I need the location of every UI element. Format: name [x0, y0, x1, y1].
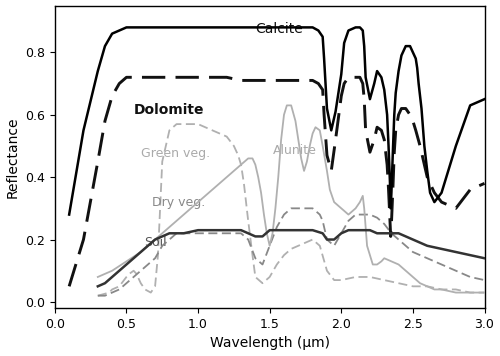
Y-axis label: Reflectance: Reflectance: [6, 116, 20, 198]
Text: Dolomite: Dolomite: [134, 103, 204, 117]
Text: Alunite: Alunite: [272, 144, 316, 157]
Text: Soil: Soil: [144, 236, 167, 249]
Text: Calcite: Calcite: [256, 22, 303, 36]
Text: Dry veg.: Dry veg.: [152, 195, 206, 209]
X-axis label: Wavelength (μm): Wavelength (μm): [210, 336, 330, 350]
Text: Green veg.: Green veg.: [141, 147, 210, 160]
